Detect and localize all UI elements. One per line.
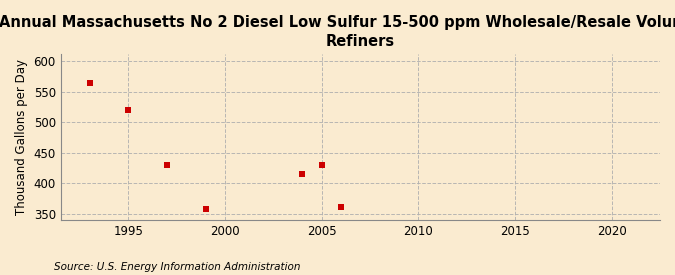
Y-axis label: Thousand Gallons per Day: Thousand Gallons per Day — [15, 59, 28, 215]
Point — [161, 163, 172, 167]
Point — [335, 205, 346, 209]
Point — [317, 163, 327, 167]
Point — [84, 81, 95, 85]
Point — [123, 107, 134, 112]
Point — [297, 172, 308, 177]
Text: Source: U.S. Energy Information Administration: Source: U.S. Energy Information Administ… — [54, 262, 300, 272]
Title: Annual Massachusetts No 2 Diesel Low Sulfur 15-500 ppm Wholesale/Resale Volume b: Annual Massachusetts No 2 Diesel Low Sul… — [0, 15, 675, 49]
Point — [200, 207, 211, 211]
